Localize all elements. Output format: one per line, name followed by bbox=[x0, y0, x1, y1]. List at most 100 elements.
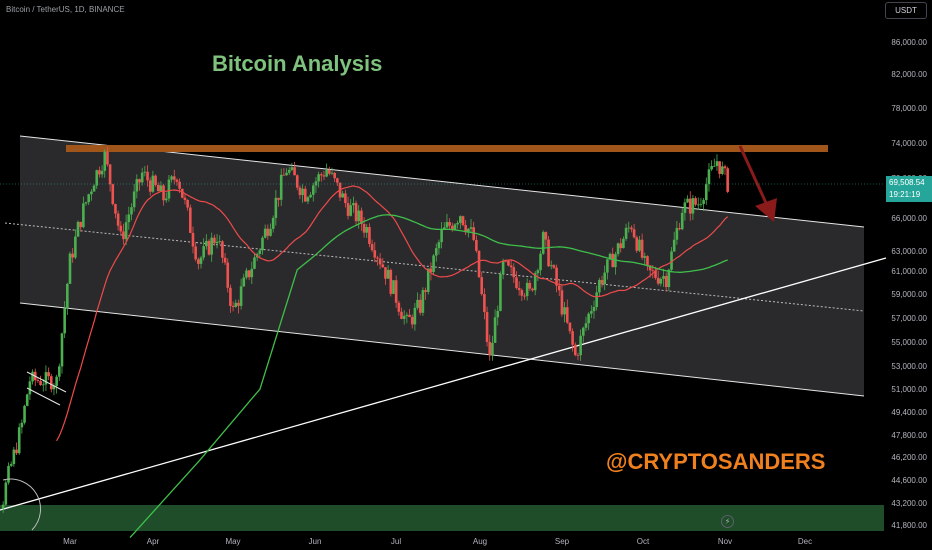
candle bbox=[405, 314, 409, 316]
candle bbox=[453, 224, 457, 230]
y-axis[interactable]: 86,000.0082,000.0078,000.0074,000.0070,0… bbox=[891, 38, 927, 530]
candle bbox=[464, 225, 467, 233]
x-tick-label: Nov bbox=[718, 537, 732, 546]
candle bbox=[480, 277, 484, 295]
candle bbox=[710, 166, 713, 170]
candle bbox=[640, 239, 644, 258]
candle bbox=[325, 169, 328, 177]
candle bbox=[533, 273, 537, 291]
currency-selector[interactable]: USDT bbox=[885, 2, 927, 19]
candle bbox=[245, 270, 248, 278]
candle bbox=[49, 376, 53, 390]
y-tick-label: 86,000.00 bbox=[891, 38, 927, 47]
candle bbox=[624, 227, 628, 239]
x-axis[interactable]: Mar Apr May Jun Jul Aug Sep Oct Nov Dec bbox=[63, 537, 812, 546]
candle bbox=[172, 176, 176, 180]
candle bbox=[491, 342, 494, 356]
resistance-zone[interactable] bbox=[66, 145, 828, 152]
candle bbox=[656, 277, 660, 284]
candle bbox=[461, 216, 465, 226]
candle bbox=[726, 168, 729, 192]
candle bbox=[84, 202, 88, 204]
candle bbox=[36, 380, 40, 382]
candle bbox=[41, 384, 45, 386]
candle bbox=[571, 331, 574, 345]
candle bbox=[696, 204, 700, 206]
bearish-forecast-arrow[interactable] bbox=[738, 145, 777, 222]
candle bbox=[122, 231, 125, 240]
candle bbox=[234, 302, 238, 307]
candle bbox=[568, 322, 572, 332]
candle bbox=[140, 172, 144, 183]
candle bbox=[362, 223, 366, 233]
flash-icon[interactable]: ⚡ bbox=[721, 515, 734, 528]
candle bbox=[675, 228, 679, 240]
candle bbox=[488, 341, 492, 356]
ascending-trendline[interactable] bbox=[0, 257, 887, 511]
candle bbox=[688, 198, 692, 214]
candle bbox=[549, 265, 553, 267]
y-tick-label: 74,000.00 bbox=[891, 139, 927, 148]
candle bbox=[691, 198, 695, 214]
candle bbox=[392, 280, 395, 294]
support-zone[interactable] bbox=[0, 505, 884, 531]
candle bbox=[429, 268, 433, 273]
candle bbox=[418, 299, 422, 313]
candle bbox=[341, 193, 344, 198]
y-tick-label: 41,800.00 bbox=[891, 521, 927, 530]
candle bbox=[667, 269, 671, 288]
candle bbox=[336, 178, 339, 183]
candle bbox=[654, 270, 657, 278]
candle bbox=[349, 205, 353, 216]
candle bbox=[467, 228, 470, 233]
candle bbox=[154, 175, 157, 185]
candle bbox=[213, 237, 216, 244]
candle bbox=[702, 200, 705, 204]
candle bbox=[598, 279, 601, 293]
candle bbox=[164, 198, 168, 201]
candle bbox=[303, 188, 307, 202]
candle bbox=[616, 243, 620, 255]
candle bbox=[287, 169, 291, 173]
candle bbox=[60, 333, 64, 367]
candle bbox=[239, 286, 243, 306]
candle bbox=[664, 275, 668, 288]
candle bbox=[584, 323, 588, 328]
candle bbox=[231, 305, 235, 307]
x-tick-label: Apr bbox=[147, 537, 160, 546]
candle bbox=[376, 257, 379, 259]
candle bbox=[635, 237, 639, 251]
x-tick-label: Sep bbox=[555, 537, 570, 546]
candle bbox=[608, 253, 612, 260]
candle bbox=[76, 221, 80, 237]
candle bbox=[477, 250, 481, 278]
candle bbox=[23, 405, 26, 423]
candle bbox=[723, 166, 727, 169]
candle bbox=[320, 174, 323, 176]
symbol-label: Bitcoin / TetherUS, 1D, BINANCE bbox=[6, 5, 125, 14]
candle bbox=[132, 191, 136, 208]
candle bbox=[365, 227, 369, 233]
candle bbox=[66, 283, 69, 309]
channel-lower-line[interactable] bbox=[19, 302, 865, 397]
candle bbox=[416, 299, 419, 308]
candle bbox=[563, 307, 566, 315]
x-tick-label: Jul bbox=[391, 537, 401, 546]
candle bbox=[555, 267, 558, 286]
candle bbox=[670, 251, 673, 270]
candle bbox=[87, 194, 91, 203]
candle bbox=[63, 308, 66, 334]
descending-channel[interactable] bbox=[20, 136, 864, 396]
candle bbox=[159, 185, 163, 192]
candle bbox=[440, 229, 443, 243]
last-price-value: 69,508.54 bbox=[889, 178, 925, 187]
candle bbox=[138, 179, 141, 183]
author-watermark: @CRYPTOSANDERS bbox=[606, 449, 826, 474]
candle bbox=[394, 280, 398, 303]
candle bbox=[215, 241, 219, 244]
candle bbox=[298, 187, 302, 196]
candle bbox=[346, 203, 350, 216]
candle bbox=[290, 167, 294, 170]
y-tick-label: 46,200.00 bbox=[891, 453, 927, 462]
